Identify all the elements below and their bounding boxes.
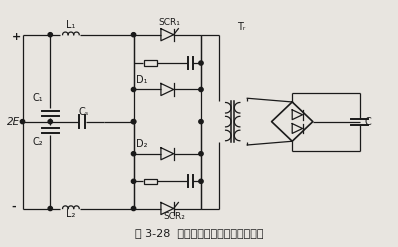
Text: Cₛ: Cₛ — [78, 107, 88, 117]
Circle shape — [199, 152, 203, 156]
Circle shape — [131, 206, 136, 211]
Text: +: + — [12, 32, 21, 41]
Circle shape — [199, 61, 203, 65]
Text: 2E: 2E — [7, 117, 20, 127]
Text: 图 3-28  半桥串联谐振式晶闸管逆变器: 图 3-28 半桥串联谐振式晶闸管逆变器 — [135, 228, 263, 238]
Text: L₂: L₂ — [66, 209, 76, 219]
Text: L₁: L₁ — [66, 20, 76, 30]
Circle shape — [199, 87, 203, 92]
Text: SCR₂: SCR₂ — [163, 212, 185, 221]
Text: -: - — [12, 202, 16, 212]
Bar — [144, 61, 157, 66]
Circle shape — [48, 120, 53, 124]
Circle shape — [20, 120, 25, 124]
Circle shape — [131, 120, 136, 124]
Bar — [144, 179, 157, 184]
Text: C: C — [365, 117, 371, 127]
Text: D₁: D₁ — [136, 75, 147, 85]
Circle shape — [131, 152, 136, 156]
Text: C₂: C₂ — [32, 137, 43, 147]
Text: C₁: C₁ — [32, 93, 43, 103]
Circle shape — [131, 33, 136, 37]
Text: Tᵣ: Tᵣ — [238, 22, 246, 32]
Circle shape — [131, 87, 136, 92]
Text: D₂: D₂ — [136, 139, 147, 149]
Circle shape — [199, 120, 203, 124]
Circle shape — [48, 33, 53, 37]
Text: SCR₁: SCR₁ — [158, 18, 180, 27]
Circle shape — [131, 120, 136, 124]
Circle shape — [48, 206, 53, 211]
Circle shape — [131, 179, 136, 183]
Circle shape — [199, 179, 203, 183]
